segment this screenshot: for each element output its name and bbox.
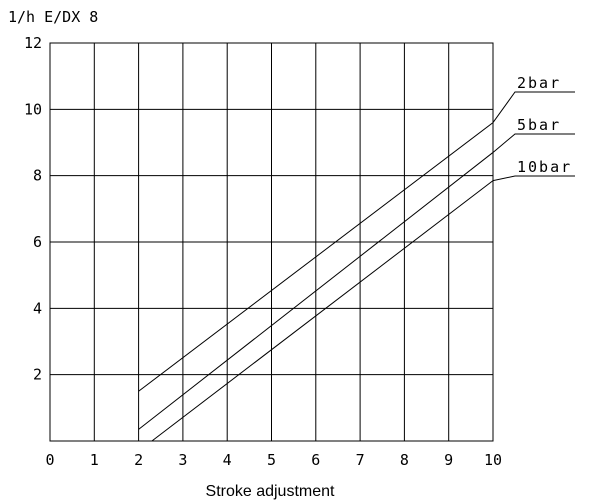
x-tick-label: 0 xyxy=(45,451,54,469)
x-tick-label: 9 xyxy=(444,451,453,469)
x-tick-label: 2 xyxy=(134,451,143,469)
chart-title: 1/h E/DX 8 xyxy=(8,8,98,26)
x-tick-label: 3 xyxy=(178,451,187,469)
x-tick-label: 4 xyxy=(223,451,232,469)
label-leader xyxy=(492,91,575,123)
series-label: 5bar xyxy=(517,116,561,134)
x-tick-label: 6 xyxy=(311,451,320,469)
x-axis-title: Stroke adjustment xyxy=(206,483,336,500)
y-tick-label: 8 xyxy=(33,167,42,185)
series-line xyxy=(138,152,494,430)
x-tick-label: 1 xyxy=(90,451,99,469)
plot-frame xyxy=(49,42,494,442)
y-tick-label: 12 xyxy=(24,34,42,52)
x-tick-label: 8 xyxy=(400,451,409,469)
series-label: 10bar xyxy=(517,158,572,176)
x-tick-label: 10 xyxy=(484,451,502,469)
series-line xyxy=(138,122,494,392)
label-leader xyxy=(492,133,575,153)
x-tick-label: 5 xyxy=(267,451,276,469)
y-tick-label: 4 xyxy=(33,299,42,317)
series-line xyxy=(151,180,494,442)
y-tick-label: 2 xyxy=(33,366,42,384)
label-leader xyxy=(492,175,575,182)
y-tick-label: 6 xyxy=(33,233,42,251)
x-tick-label: 7 xyxy=(356,451,365,469)
y-tick-label: 10 xyxy=(24,100,42,118)
series-label: 2bar xyxy=(517,74,561,92)
